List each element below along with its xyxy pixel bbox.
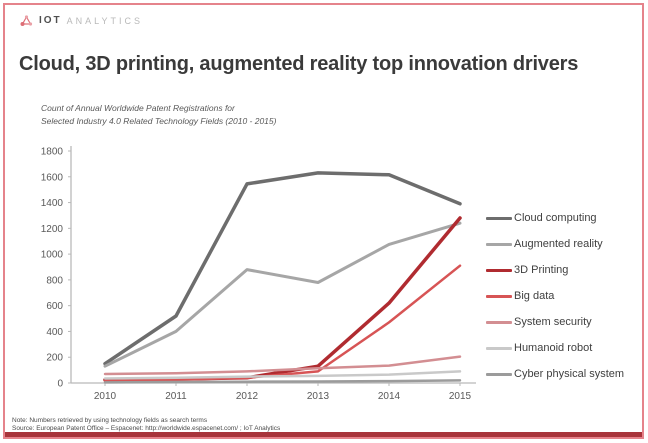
y-axis-tick-label: 1800	[41, 147, 64, 158]
legend-line-swatch	[486, 216, 512, 220]
legend-line-swatch	[486, 294, 512, 298]
x-axis-tick-label: 2014	[378, 391, 401, 402]
patent-registrations-line-chart: 0 200 400 600 800 1000 1200 1400 1600 1800 2010 201…	[41, 146, 476, 402]
legend-label: Augmented reality	[514, 238, 603, 250]
chart-subtitle-line2: Selected Industry 4.0 Related Technology…	[41, 116, 277, 126]
legend-line-swatch	[486, 320, 512, 324]
x-axis-tick-label: 2015	[449, 391, 472, 402]
x-axis-tick-label: 2011	[165, 391, 187, 402]
legend-label: Cloud computing	[514, 212, 597, 224]
y-axis-tick-label: 1400	[41, 198, 64, 209]
slide-root: IOT ANALYTICS Cloud, 3D printing, augmen…	[3, 3, 644, 439]
logo-brand-text: IOT	[39, 15, 62, 26]
logo: IOT ANALYTICS	[19, 13, 143, 28]
legend-item-big-data: Big data	[486, 289, 642, 303]
series-line-big-data	[103, 264, 462, 383]
footnote-source: Source: European Patent Office – Espacen…	[12, 425, 281, 432]
y-axis-tick-label: 1000	[41, 250, 64, 261]
y-axis-tick-label: 400	[46, 327, 63, 338]
bottom-accent-bar	[5, 432, 642, 437]
y-axis-tick-label: 1200	[41, 224, 64, 235]
page-title: Cloud, 3D printing, augmented reality to…	[19, 53, 579, 75]
legend-line-swatch	[486, 242, 512, 246]
legend-item-cyber-physical-system: Cyber physical system	[486, 367, 642, 381]
chart-subtitle-line1: Count of Annual Worldwide Patent Registr…	[41, 103, 235, 113]
series-line-3d-printing	[103, 216, 462, 382]
series-line-system-security	[103, 355, 462, 376]
legend-item-system-security: System security	[486, 315, 642, 329]
legend-line-swatch	[486, 268, 512, 272]
legend-line-swatch	[486, 372, 512, 376]
x-axis-tick-label: 2010	[94, 391, 117, 402]
legend-label: Humanoid robot	[514, 342, 593, 354]
legend-label: Cyber physical system	[514, 368, 625, 380]
legend-label: Big data	[514, 290, 555, 302]
logo-brand-subtext: ANALYTICS	[66, 15, 144, 26]
footnote: Note: Numbers retrieved by using technol…	[12, 417, 280, 433]
footnote-note: Note: Numbers retrieved by using technol…	[12, 417, 208, 424]
legend-label: System security	[514, 316, 592, 328]
x-axis-tick-label: 2012	[236, 391, 259, 402]
series-line-cloud-computing	[103, 171, 462, 366]
series-line-cyber-physical-system	[103, 379, 462, 384]
legend-label: 3D Printing	[514, 264, 569, 276]
legend-item-humanoid-robot: Humanoid robot	[486, 341, 642, 355]
iot-analytics-logo-icon	[20, 15, 33, 26]
legend-item-cloud-computing: Cloud computing	[486, 211, 642, 225]
legend-item-augmented-reality: Augmented reality	[486, 237, 642, 251]
series-line-augmented-reality	[103, 221, 462, 368]
chart-subtitle: Count of Annual Worldwide Patent Registr…	[41, 102, 276, 128]
x-axis-tick-label: 2013	[307, 391, 330, 402]
y-axis-tick-label: 200	[46, 353, 63, 364]
y-axis-tick-label: 0	[57, 379, 63, 390]
y-axis-tick-label: 800	[46, 275, 63, 286]
y-axis-tick-label: 600	[46, 301, 63, 312]
legend-line-swatch	[486, 346, 512, 350]
y-axis-tick-label: 1600	[41, 172, 64, 183]
chart-legend: Cloud computing Augmented reality 3D Print…	[486, 211, 642, 393]
series-line-humanoid-robot	[103, 370, 462, 380]
legend-item-3d-printing: 3D Printing	[486, 263, 642, 277]
